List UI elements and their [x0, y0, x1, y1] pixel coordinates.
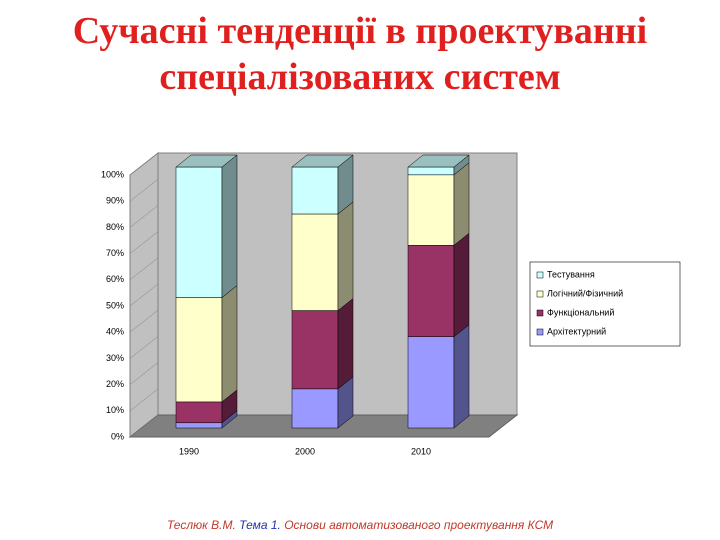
grid-line	[129, 388, 159, 411]
legend-label: Логічний/Фізичний	[547, 288, 623, 298]
bar-segment	[291, 166, 339, 215]
y-tick-label: 10%	[106, 405, 124, 415]
x-tick-label: 2000	[295, 446, 315, 456]
grid-line	[129, 179, 159, 202]
bar-segment	[407, 166, 455, 176]
bar-segment	[175, 422, 223, 429]
y-tick-label: 70%	[106, 248, 124, 258]
grid-line	[129, 283, 159, 307]
title-line: спеціалізованих систем	[159, 56, 561, 98]
grid-line	[129, 205, 159, 228]
footer-course: Основи автоматизованого проектування КСМ	[284, 518, 554, 532]
x-tick-label: 2010	[411, 446, 431, 456]
y-tick-label: 100%	[101, 169, 124, 179]
bar-segment	[175, 297, 223, 403]
grid-line	[129, 336, 159, 359]
slide-title: Сучасні тенденції в проектуванні спеціал…	[0, 8, 720, 100]
chart: 0% 10% 20% 30% 40% 50% 60% 70% 80% 90% 100% 1990 200…	[101, 151, 681, 456]
legend-swatch	[536, 328, 544, 336]
bar-segment	[291, 310, 339, 390]
y-tick-label: 20%	[106, 379, 124, 389]
grid-line	[129, 152, 159, 176]
bar-segment	[175, 166, 223, 298]
y-tick-label: 50%	[106, 300, 124, 310]
y-tick-label: 0%	[111, 431, 124, 441]
bar-top	[175, 154, 238, 168]
bar-side	[221, 154, 238, 299]
footer-topic: Тема 1.	[239, 518, 281, 532]
footer: Теслюк В.М. Тема 1. Основи автоматизован…	[0, 518, 720, 532]
bar-segment	[291, 388, 339, 429]
grid-line	[129, 414, 159, 438]
bar-segment	[407, 336, 455, 429]
legend-swatch	[536, 271, 544, 279]
legend-label: Тестування	[547, 269, 595, 279]
legend-label: Архітектурний	[547, 326, 606, 336]
y-tick-label: 90%	[106, 196, 124, 206]
bar-side	[453, 162, 470, 246]
y-tick-label: 30%	[106, 353, 124, 363]
bar-side	[337, 298, 354, 390]
legend-swatch	[536, 309, 544, 317]
grid-line	[129, 231, 159, 254]
legend	[529, 261, 681, 347]
y-tick-label: 40%	[106, 327, 124, 337]
grid-line	[129, 257, 159, 280]
legend-swatch	[536, 290, 544, 298]
bar-segment	[407, 245, 455, 337]
x-tick-label: 1990	[179, 446, 199, 456]
title-line: Сучасні тенденції в проектуванні	[72, 10, 648, 52]
bar-segment	[407, 174, 455, 246]
bar-side	[453, 324, 470, 429]
y-tick-label: 60%	[106, 274, 124, 284]
bar-side	[221, 284, 238, 403]
bar-side	[453, 232, 470, 338]
bar-segment	[175, 401, 223, 424]
grid-line	[129, 310, 159, 333]
footer-author: Теслюк В.М.	[166, 518, 236, 532]
y-tick-label: 80%	[106, 222, 124, 232]
grid-line	[129, 362, 159, 385]
bar-top	[291, 154, 354, 168]
bar-top	[407, 154, 470, 168]
bar-segment	[291, 213, 339, 311]
legend-label: Функціональний	[547, 307, 614, 317]
bar-side	[337, 201, 354, 312]
